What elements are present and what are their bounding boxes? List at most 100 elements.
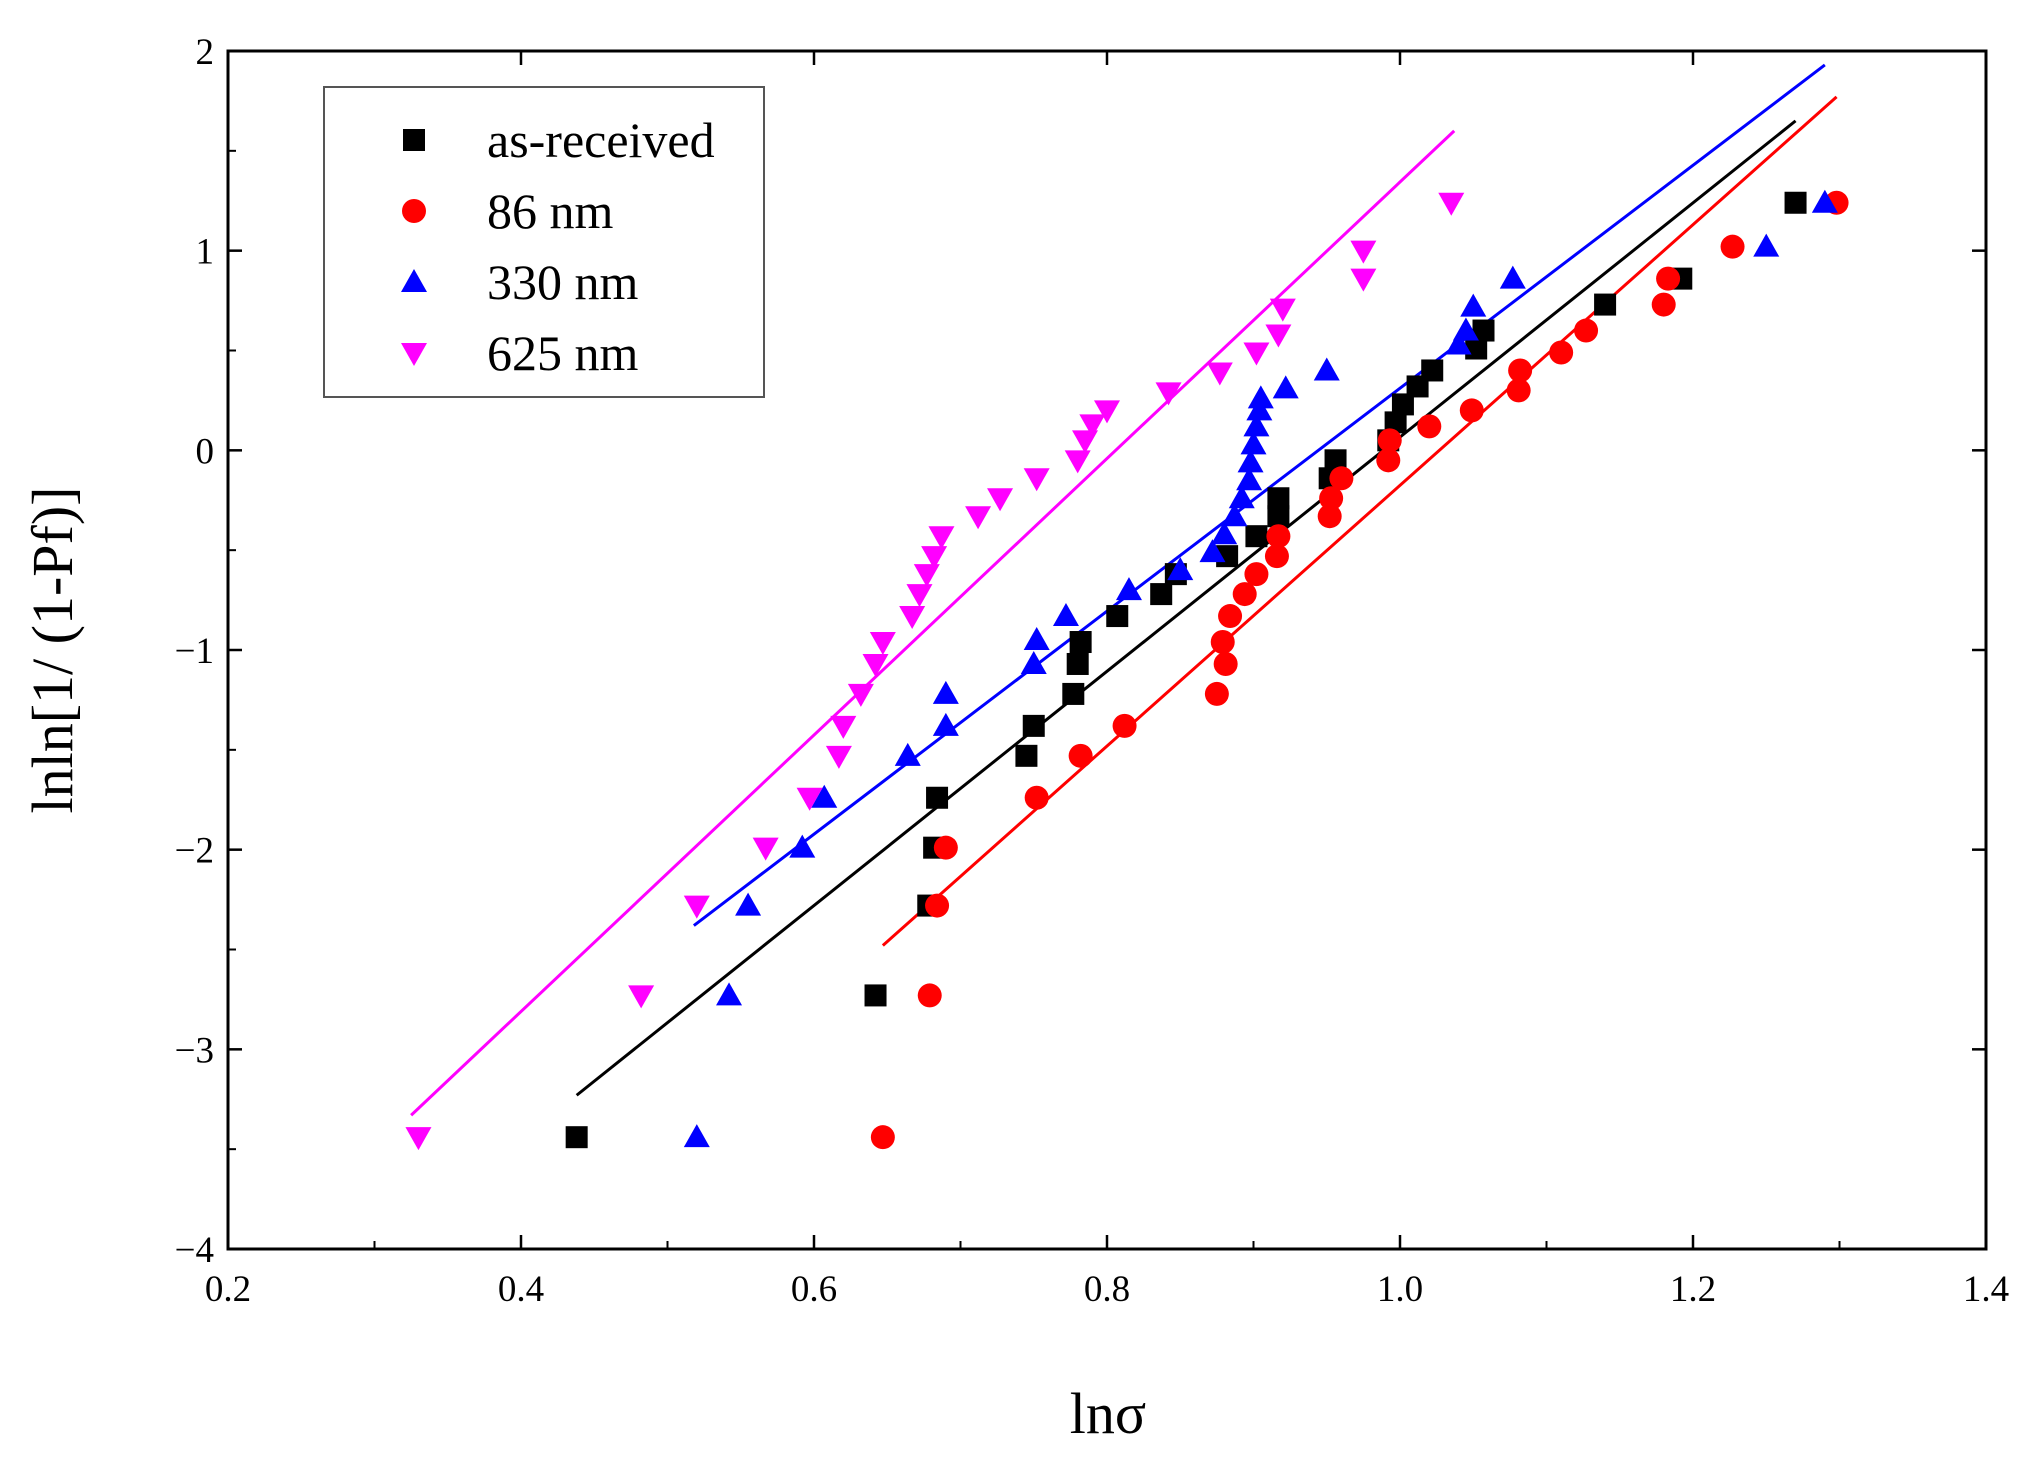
data-point: [1211, 521, 1238, 545]
data-point: [811, 784, 838, 808]
data-point: [1079, 414, 1106, 438]
data-point: [1656, 266, 1681, 291]
data-point: [1232, 582, 1257, 607]
y-tick-label: 1: [196, 232, 215, 273]
data-point: [869, 632, 896, 656]
data-point: [1377, 428, 1402, 453]
data-point: [1376, 448, 1401, 473]
legend-box: [323, 86, 765, 398]
data-point: [1064, 450, 1091, 474]
legend-marker: [401, 343, 427, 366]
data-point: [1245, 525, 1268, 548]
data-point: [1508, 358, 1533, 383]
axis-ticks: 0.2 0.4 0.6 0.8 1.0 1.2 1.4 −4 −3 −2 −1 0 1 2: [175, 32, 2010, 1310]
data-point: [864, 984, 887, 1007]
data-point: [825, 745, 852, 769]
data-point: [1246, 397, 1273, 421]
data-point: [716, 982, 743, 1006]
data-point: [1069, 631, 1092, 654]
legend-marker: [403, 129, 425, 151]
data-point: [1243, 413, 1270, 437]
data-point: [926, 786, 949, 809]
data-point: [1417, 414, 1442, 439]
data-point: [906, 584, 933, 608]
data-point: [1221, 503, 1248, 527]
data-point: [1319, 486, 1344, 511]
legend-label: 86 nm: [487, 183, 614, 239]
data-point: [628, 985, 655, 1009]
data-point: [1106, 605, 1129, 628]
data-point: [1266, 524, 1291, 549]
fit-line-330-nm: [692, 63, 1826, 927]
data-point: [925, 893, 950, 918]
data-point: [870, 1125, 895, 1150]
data-point: [1329, 466, 1354, 491]
series-330-nm: [683, 189, 1838, 1148]
x-tick-label: 1.4: [1963, 1269, 2009, 1310]
data-point: [1350, 268, 1377, 292]
data-point: [1237, 449, 1264, 473]
data-point: [1460, 293, 1487, 317]
data-point: [1452, 317, 1479, 341]
y-tick-label: −1: [175, 631, 214, 672]
x-axis-title: lnσ: [1070, 1381, 1146, 1446]
data-point: [932, 712, 959, 736]
data-point: [1549, 340, 1574, 365]
data-point: [1240, 431, 1267, 455]
data-point: [1811, 189, 1838, 213]
data-point: [1264, 544, 1289, 569]
data-point: [932, 680, 959, 704]
y-tick-label: −3: [175, 1030, 214, 1071]
data-point: [565, 1126, 588, 1149]
x-tick-label: 1.0: [1377, 1269, 1423, 1310]
data-point: [1210, 630, 1235, 655]
data-point: [921, 546, 948, 570]
data-point: [1651, 292, 1676, 317]
fit-line-as-received: [575, 119, 1797, 1097]
y-axis-title: lnln[1/ (1-Pf)]: [20, 487, 85, 814]
data-point: [735, 892, 762, 916]
legend: as-received 86 nm 330 nm 625 nm: [323, 86, 765, 398]
data-point: [683, 895, 710, 919]
data-point: [1062, 682, 1085, 705]
data-point: [1753, 233, 1780, 257]
data-point: [1350, 240, 1377, 264]
data-point: [1421, 359, 1444, 382]
data-point: [1236, 467, 1263, 491]
data-point: [917, 983, 942, 1008]
data-point: [899, 606, 926, 630]
y-tick-label: −2: [175, 831, 214, 872]
data-point: [1267, 487, 1290, 510]
data-point: [1267, 505, 1290, 528]
data-point: [1052, 603, 1079, 627]
data-point: [965, 506, 992, 530]
data-point: [1391, 393, 1414, 416]
data-point: [1094, 400, 1120, 424]
data-point: [1499, 265, 1526, 289]
data-point: [1213, 651, 1238, 676]
x-tick-label: 1.2: [1670, 1269, 1716, 1310]
legend-label: as-received: [487, 112, 715, 168]
data-point: [1472, 319, 1495, 342]
data-point: [1206, 362, 1233, 386]
legend-label: 330 nm: [487, 254, 639, 310]
data-point: [1204, 681, 1229, 706]
x-tick-label: 0.4: [498, 1269, 544, 1310]
data-point: [1784, 191, 1807, 214]
data-point: [1720, 234, 1745, 259]
legend-marker: [401, 269, 427, 292]
data-point: [1023, 468, 1050, 492]
data-point: [1155, 382, 1182, 406]
x-tick-label: 0.2: [205, 1269, 251, 1310]
data-point: [1313, 357, 1340, 381]
data-point: [1247, 385, 1274, 409]
data-point: [894, 742, 921, 766]
fit-line-625-nm: [410, 129, 1456, 1117]
legend-marker: [402, 199, 426, 223]
data-point: [1459, 398, 1484, 423]
data-point: [1269, 298, 1296, 322]
data-point: [913, 564, 940, 588]
data-point: [1115, 577, 1142, 601]
